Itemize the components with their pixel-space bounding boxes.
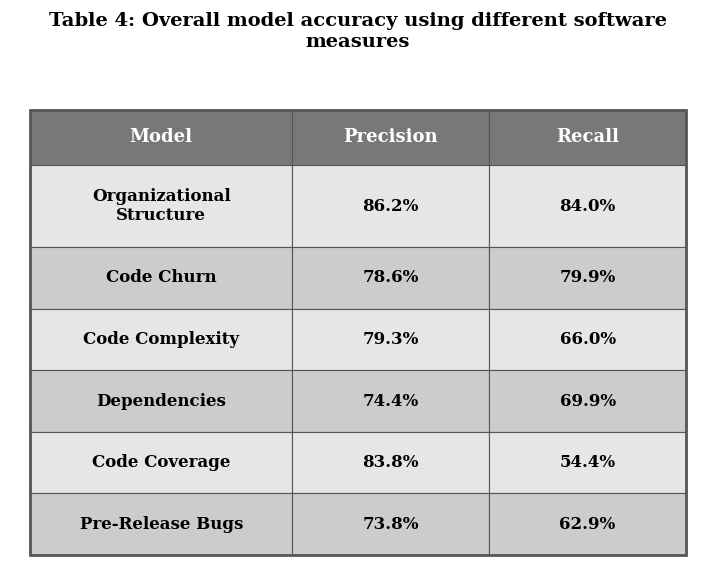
Text: 54.4%: 54.4%: [559, 454, 616, 471]
Bar: [30, 370, 292, 432]
Text: Model: Model: [130, 129, 193, 147]
Bar: [489, 165, 686, 247]
Text: Table 4: Overall model accuracy using different software
measures: Table 4: Overall model accuracy using di…: [49, 12, 667, 51]
Bar: [30, 110, 292, 165]
Text: Code Churn: Code Churn: [106, 269, 216, 286]
Text: 83.8%: 83.8%: [362, 454, 419, 471]
Text: Recall: Recall: [556, 129, 619, 147]
Text: 62.9%: 62.9%: [559, 516, 616, 533]
Bar: [30, 165, 292, 247]
Bar: [30, 309, 292, 370]
Text: Code Coverage: Code Coverage: [92, 454, 231, 471]
Bar: [292, 493, 489, 555]
Bar: [489, 493, 686, 555]
Text: 66.0%: 66.0%: [559, 331, 616, 348]
Bar: [292, 370, 489, 432]
Text: 73.8%: 73.8%: [362, 516, 419, 533]
Text: Pre-Release Bugs: Pre-Release Bugs: [79, 516, 243, 533]
Bar: [489, 432, 686, 493]
Text: 79.9%: 79.9%: [559, 269, 616, 286]
Text: Organizational
Structure: Organizational Structure: [92, 188, 231, 224]
Bar: [292, 165, 489, 247]
Bar: [489, 247, 686, 309]
Text: 84.0%: 84.0%: [559, 197, 616, 215]
Text: Precision: Precision: [344, 129, 438, 147]
Text: 78.6%: 78.6%: [362, 269, 419, 286]
Bar: [30, 432, 292, 493]
Text: 79.3%: 79.3%: [362, 331, 419, 348]
Bar: [30, 493, 292, 555]
Text: 74.4%: 74.4%: [363, 392, 419, 410]
Bar: [30, 247, 292, 309]
Bar: [292, 309, 489, 370]
Text: Dependencies: Dependencies: [96, 392, 226, 410]
Bar: [489, 370, 686, 432]
Bar: [489, 110, 686, 165]
Bar: [292, 432, 489, 493]
Bar: [292, 247, 489, 309]
Bar: [30, 110, 686, 555]
Text: 86.2%: 86.2%: [362, 197, 419, 215]
Text: Code Complexity: Code Complexity: [83, 331, 239, 348]
Text: 69.9%: 69.9%: [559, 392, 616, 410]
Bar: [489, 309, 686, 370]
Bar: [292, 110, 489, 165]
